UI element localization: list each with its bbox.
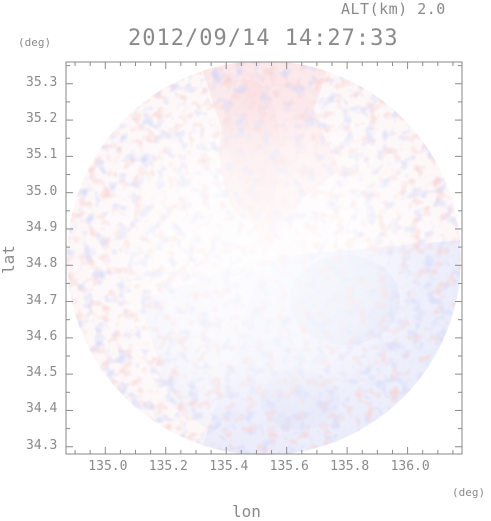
y-tick-label: 35.3 (26, 74, 58, 90)
y-tick-label: 35.1 (26, 147, 58, 163)
altitude-label: ALT(km) 2.0 (341, 0, 446, 18)
timestamp-title: 2012/09/14 14:27:33 (128, 26, 399, 51)
y-tick-label: 34.8 (26, 256, 58, 272)
y-axis-unit: (deg) (18, 36, 52, 49)
x-tick-label: 135.6 (269, 459, 309, 474)
y-tick-label: 34.3 (26, 437, 58, 453)
x-tick-label: 135.4 (209, 459, 249, 474)
y-tick-label: 35.0 (26, 183, 58, 199)
x-tick-label: 135.0 (88, 459, 128, 474)
plot-frame (65, 61, 463, 455)
y-tick-label: 34.4 (26, 401, 58, 417)
y-tick-label: 34.6 (26, 328, 58, 344)
axis-ticks (66, 62, 462, 454)
y-tick-label: 34.7 (26, 292, 58, 308)
x-axis-label: lon (232, 502, 261, 521)
y-tick-label: 34.9 (26, 219, 58, 235)
radar-field (67, 61, 461, 455)
y-tick-label: 34.5 (26, 365, 58, 381)
x-tick-label: 135.8 (330, 459, 370, 474)
x-axis-unit: (deg) (452, 486, 486, 499)
y-tick-label: 35.2 (26, 111, 58, 127)
x-tick-label: 136.0 (390, 459, 430, 474)
x-tick-label: 135.2 (148, 459, 188, 474)
